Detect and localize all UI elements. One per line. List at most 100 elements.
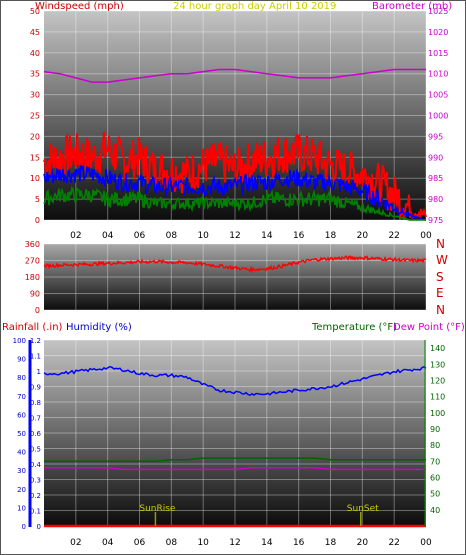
wind-direction-series: [43, 255, 427, 274]
sunset-label: SunSet: [347, 504, 379, 514]
barometer-tick-label: 1025: [428, 7, 448, 16]
rainfall-tick-label: 1: [37, 368, 41, 376]
wind-x-tick-label: 18: [325, 231, 337, 241]
rainfall-tick-label: 1.1: [30, 353, 41, 361]
temperature-title: Temperature (°F): [311, 322, 397, 333]
humidity-tick-label: 70: [17, 393, 26, 401]
direction-tick-label: 90: [30, 290, 40, 299]
bottom-x-tick-label: 16: [293, 538, 305, 548]
humidity-tick-label: 90: [17, 356, 26, 364]
bottom-x-tick-label: 10: [197, 538, 209, 548]
wind-x-tick-label: 04: [102, 231, 114, 241]
wind-gust-series: [43, 131, 427, 221]
bottom-x-tick-label: 12: [229, 538, 240, 548]
humidity-series: [43, 365, 427, 397]
rainfall-tick-label: 0.8: [30, 399, 41, 407]
direction-label-n-top: N: [436, 237, 445, 251]
barometer-title: Barometer (mb): [372, 1, 452, 12]
humidity-tick-label: 80: [17, 374, 26, 382]
direction-label-w: W: [436, 253, 448, 267]
temperature-series: [44, 457, 426, 463]
bottom-x-tick-label: 20: [357, 538, 369, 548]
direction-tick-label: 270: [25, 257, 40, 266]
humidity-tick-label: 0: [22, 523, 26, 531]
wind-x-tick-label: 22: [388, 231, 399, 241]
axis-tick-labels: 0202040406060808101012121414161618182020…: [13, 7, 449, 548]
direction-label-n-bottom: N: [436, 303, 445, 317]
temperature-tick-label: 130: [430, 360, 445, 369]
rainfall-tick-label: 0.2: [30, 492, 41, 500]
rainfall-tick-label: 0.9: [30, 384, 41, 392]
bottom-x-tick-label: 14: [261, 538, 273, 548]
bottom-x-tick-label: 06: [134, 538, 146, 548]
wind-x-tick-label: 16: [293, 231, 305, 241]
barometer-tick-label: 990: [428, 153, 443, 162]
windspeed-tick-label: 0: [35, 216, 40, 225]
barometer-series: [43, 68, 426, 83]
bottom-plot-area: [44, 340, 426, 526]
rainfall-tick-label: 0.4: [30, 461, 42, 469]
humidity-tick-label: 60: [17, 411, 26, 419]
temperature-tick-label: 60: [430, 473, 440, 482]
wind-average-series: [43, 165, 427, 221]
windspeed-tick-label: 50: [30, 7, 40, 16]
wind-x-tick-label: 14: [261, 231, 273, 241]
direction-label-s: S: [436, 270, 444, 284]
rainfall-tick-label: 0: [37, 523, 41, 531]
wind-x-tick-label: 12: [229, 231, 240, 241]
bottom-x-tick-label: 18: [325, 538, 337, 548]
humidity-tick-label: 50: [17, 430, 26, 438]
barometer-tick-label: 985: [428, 174, 443, 183]
temperature-tick-label: 70: [430, 457, 440, 466]
dewpoint-series: [44, 467, 426, 471]
bottom-x-tick-label: 00: [420, 538, 432, 548]
barometer-tick-label: 1020: [428, 28, 448, 37]
graph-date-title: 24 hour graph day April 10 2019: [173, 1, 336, 12]
windspeed-tick-label: 35: [30, 70, 40, 79]
wind-low-series: [43, 186, 426, 221]
temperature-tick-label: 140: [430, 344, 445, 353]
humidity-title: Humidity (%): [66, 322, 132, 333]
windspeed-tick-label: 45: [30, 28, 40, 37]
direction-plot-area: [44, 244, 426, 310]
windspeed-tick-label: 40: [30, 49, 40, 58]
data-series: [43, 68, 427, 528]
rainfall-tick-label: 1.2: [30, 337, 41, 345]
humidity-tick-label: 100: [13, 337, 26, 345]
direction-tick-label: 360: [25, 240, 40, 249]
temperature-tick-label: 50: [430, 490, 440, 499]
bottom-x-tick-label: 04: [102, 538, 114, 548]
dewpoint-title: Dew Point (°F): [393, 322, 465, 333]
humidity-tick-label: 30: [17, 467, 26, 475]
bottom-x-tick-label: 02: [70, 538, 81, 548]
sunrise-label: SunRise: [139, 504, 176, 514]
barometer-tick-label: 1010: [428, 70, 448, 79]
rainfall-tick-label: 0.6: [30, 430, 42, 438]
wind-x-tick-label: 06: [134, 231, 146, 241]
temperature-tick-label: 40: [430, 506, 440, 515]
windspeed-title: Windspeed (mph): [35, 1, 124, 12]
rainfall-tick-label: 0.3: [30, 477, 41, 485]
humidity-tick-label: 10: [17, 504, 26, 512]
direction-tick-label: 0: [35, 306, 40, 315]
rainfall-tick-label: 0.7: [30, 415, 41, 423]
humidity-tick-label: 40: [17, 449, 26, 457]
rainfall-tick-label: 0.5: [30, 446, 41, 454]
bottom-x-tick-label: 22: [388, 538, 399, 548]
wind-x-tick-label: 00: [420, 231, 432, 241]
wind-x-tick-label: 20: [357, 231, 369, 241]
temperature-tick-label: 80: [430, 441, 440, 450]
bottom-x-tick-label: 08: [166, 538, 178, 548]
rainfall-title: Rainfall (.in): [2, 322, 63, 333]
sun-markers: SunRise SunSet: [139, 504, 379, 526]
temperature-tick-label: 110: [430, 393, 445, 402]
temperature-tick-label: 120: [430, 376, 445, 385]
direction-tick-label: 180: [25, 273, 40, 282]
windspeed-tick-label: 20: [30, 132, 40, 141]
barometer-tick-label: 975: [428, 216, 443, 225]
windspeed-tick-label: 25: [30, 112, 40, 121]
wind-x-tick-label: 10: [197, 231, 209, 241]
barometer-tick-label: 1000: [428, 112, 448, 121]
